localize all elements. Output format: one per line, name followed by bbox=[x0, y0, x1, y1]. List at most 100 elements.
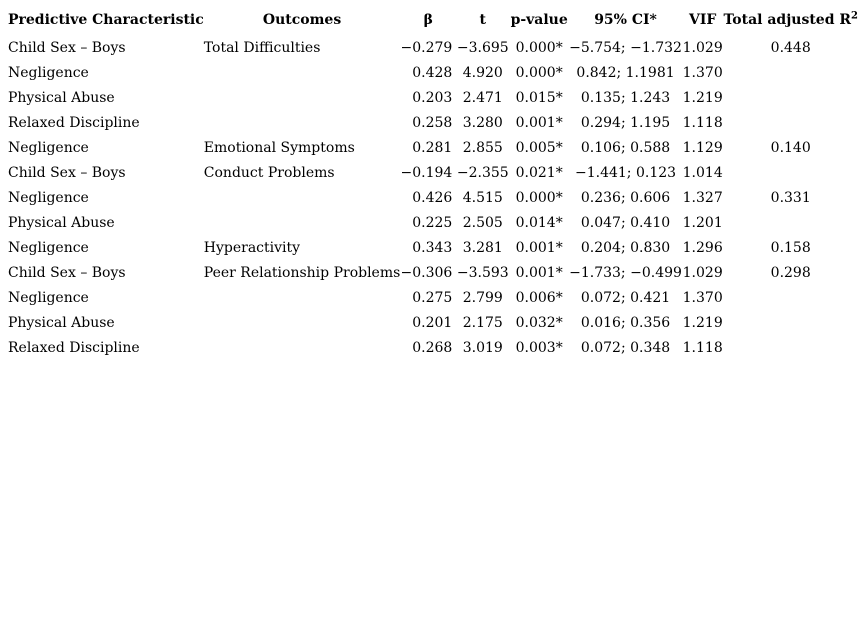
cell-t: −2.355 bbox=[456, 164, 509, 181]
cell-outcome bbox=[204, 110, 401, 135]
cell-p: 0.000* bbox=[515, 189, 563, 206]
cell-t: 2.471 bbox=[462, 89, 503, 106]
cell-r2 bbox=[723, 335, 858, 360]
cell-beta: 0.281 bbox=[412, 139, 453, 156]
page: Predictive Characteristic Outcomes β t p… bbox=[0, 5, 858, 624]
cell-vif: 1.370 bbox=[682, 64, 723, 81]
cell-t: 4.920 bbox=[462, 64, 503, 81]
cell-beta: 0.268 bbox=[412, 339, 453, 356]
cell-t: 3.019 bbox=[462, 339, 503, 356]
cell-t: −3.593 bbox=[456, 264, 509, 281]
cell-predictor: Negligence bbox=[8, 64, 89, 81]
header-total-adjusted-r2-base: Total adjusted R bbox=[723, 12, 851, 28]
cell-p: 0.001* bbox=[515, 239, 563, 256]
table-row: Relaxed Discipline 0.258 3.280 0.001* 0.294;… bbox=[8, 110, 858, 135]
header-95-percent-ci: 95% CI* bbox=[594, 12, 657, 28]
cell-predictor: Child Sex – Boys bbox=[8, 39, 126, 56]
cell-r2 bbox=[723, 85, 858, 110]
cell-vif: 1.219 bbox=[682, 314, 723, 331]
table-row: Child Sex – Boys Total Difficulties −0.279… bbox=[8, 35, 858, 60]
cell-ci: 0.294; 1.195 bbox=[580, 114, 671, 131]
cell-ci: 0.204; 0.830 bbox=[580, 239, 671, 256]
cell-ci: −5.754; −1.732 bbox=[569, 39, 682, 56]
cell-beta: 0.428 bbox=[412, 64, 453, 81]
cell-ci: 0.106; 0.588 bbox=[580, 139, 671, 156]
cell-predictor: Negligence bbox=[8, 139, 89, 156]
cell-beta: −0.306 bbox=[400, 264, 453, 281]
cell-t: 2.799 bbox=[462, 289, 503, 306]
header-p-value: p-value bbox=[510, 12, 568, 28]
cell-outcome bbox=[204, 60, 401, 85]
table-row: Negligence Emotional Symptoms 0.281 2.855 0.… bbox=[8, 135, 858, 160]
cell-ci: 0.236; 0.606 bbox=[580, 189, 671, 206]
cell-predictor: Relaxed Discipline bbox=[8, 114, 140, 131]
header-predictive-characteristic: Predictive Characteristic bbox=[8, 12, 204, 28]
table-row: Negligence Hyperactivity 0.343 3.281 0.001* 0… bbox=[8, 235, 858, 260]
regression-results-table: Predictive Characteristic Outcomes β t p… bbox=[8, 5, 858, 360]
cell-r2: 0.331 bbox=[770, 189, 811, 206]
cell-predictor: Child Sex – Boys bbox=[8, 164, 126, 181]
header-t: t bbox=[479, 12, 487, 28]
cell-outcome bbox=[204, 335, 401, 360]
cell-r2: 0.298 bbox=[770, 264, 811, 281]
cell-p: 0.000* bbox=[515, 39, 563, 56]
cell-vif: 1.029 bbox=[682, 39, 723, 56]
cell-r2 bbox=[723, 310, 858, 335]
table-row: Physical Abuse 0.201 2.175 0.032* 0.016; 0.3… bbox=[8, 310, 858, 335]
cell-r2: 0.140 bbox=[770, 139, 811, 156]
cell-p: 0.005* bbox=[515, 139, 563, 156]
cell-beta: 0.426 bbox=[412, 189, 453, 206]
header-beta: β bbox=[423, 12, 433, 28]
cell-p: 0.015* bbox=[515, 89, 563, 106]
cell-predictor: Child Sex – Boys bbox=[8, 264, 126, 281]
cell-beta: 0.275 bbox=[412, 289, 453, 306]
cell-beta: −0.194 bbox=[400, 164, 453, 181]
cell-p: 0.032* bbox=[515, 314, 563, 331]
cell-t: 3.281 bbox=[462, 239, 503, 256]
cell-ci: 0.842; 1.1981 bbox=[576, 64, 675, 81]
cell-p: 0.021* bbox=[515, 164, 563, 181]
r2-superscript: 2 bbox=[851, 10, 858, 22]
cell-r2 bbox=[723, 110, 858, 135]
cell-p: 0.014* bbox=[515, 214, 563, 231]
cell-r2 bbox=[723, 60, 858, 85]
table-header: Predictive Characteristic Outcomes β t p… bbox=[8, 5, 858, 35]
cell-predictor: Relaxed Discipline bbox=[8, 339, 140, 356]
cell-vif: 1.029 bbox=[682, 264, 723, 281]
cell-r2 bbox=[723, 160, 858, 185]
cell-outcome bbox=[204, 285, 401, 310]
header-total-adjusted-r2: Total adjusted R2 bbox=[723, 5, 858, 35]
table-row: Negligence 0.426 4.515 0.000* 0.236; 0.606 1.… bbox=[8, 185, 858, 210]
cell-p: 0.006* bbox=[515, 289, 563, 306]
cell-beta: 0.225 bbox=[412, 214, 453, 231]
cell-outcome: Emotional Symptoms bbox=[203, 139, 355, 156]
cell-ci: 0.135; 1.243 bbox=[580, 89, 671, 106]
cell-p: 0.003* bbox=[515, 339, 563, 356]
cell-outcome bbox=[204, 185, 401, 210]
cell-vif: 1.370 bbox=[682, 289, 723, 306]
cell-outcome bbox=[204, 310, 401, 335]
cell-ci: 0.072; 0.421 bbox=[580, 289, 671, 306]
cell-r2 bbox=[723, 210, 858, 235]
cell-outcome: Hyperactivity bbox=[203, 239, 301, 256]
cell-vif: 1.219 bbox=[682, 89, 723, 106]
cell-r2: 0.448 bbox=[770, 39, 811, 56]
cell-vif: 1.129 bbox=[682, 139, 723, 156]
cell-predictor: Physical Abuse bbox=[8, 314, 115, 331]
cell-predictor: Physical Abuse bbox=[8, 214, 115, 231]
cell-predictor: Negligence bbox=[8, 189, 89, 206]
cell-ci: 0.047; 0.410 bbox=[580, 214, 671, 231]
table-row: Physical Abuse 0.225 2.505 0.014* 0.047; 0.4… bbox=[8, 210, 858, 235]
table-body: Child Sex – Boys Total Difficulties −0.279… bbox=[8, 35, 858, 360]
cell-ci: 0.072; 0.348 bbox=[580, 339, 671, 356]
cell-t: 3.280 bbox=[462, 114, 503, 131]
cell-outcome: Peer Relationship Problems bbox=[203, 264, 401, 281]
cell-t: 4.515 bbox=[462, 189, 503, 206]
table-row: Child Sex – Boys Conduct Problems −0.194 −2… bbox=[8, 160, 858, 185]
table-row: Negligence 0.275 2.799 0.006* 0.072; 0.421 1.… bbox=[8, 285, 858, 310]
table-row: Negligence 0.428 4.920 0.000* 0.842; 1.1981 1… bbox=[8, 60, 858, 85]
cell-outcome bbox=[204, 85, 401, 110]
cell-p: 0.001* bbox=[515, 114, 563, 131]
cell-ci: −1.733; −0.499 bbox=[569, 264, 682, 281]
cell-vif: 1.118 bbox=[682, 114, 723, 131]
